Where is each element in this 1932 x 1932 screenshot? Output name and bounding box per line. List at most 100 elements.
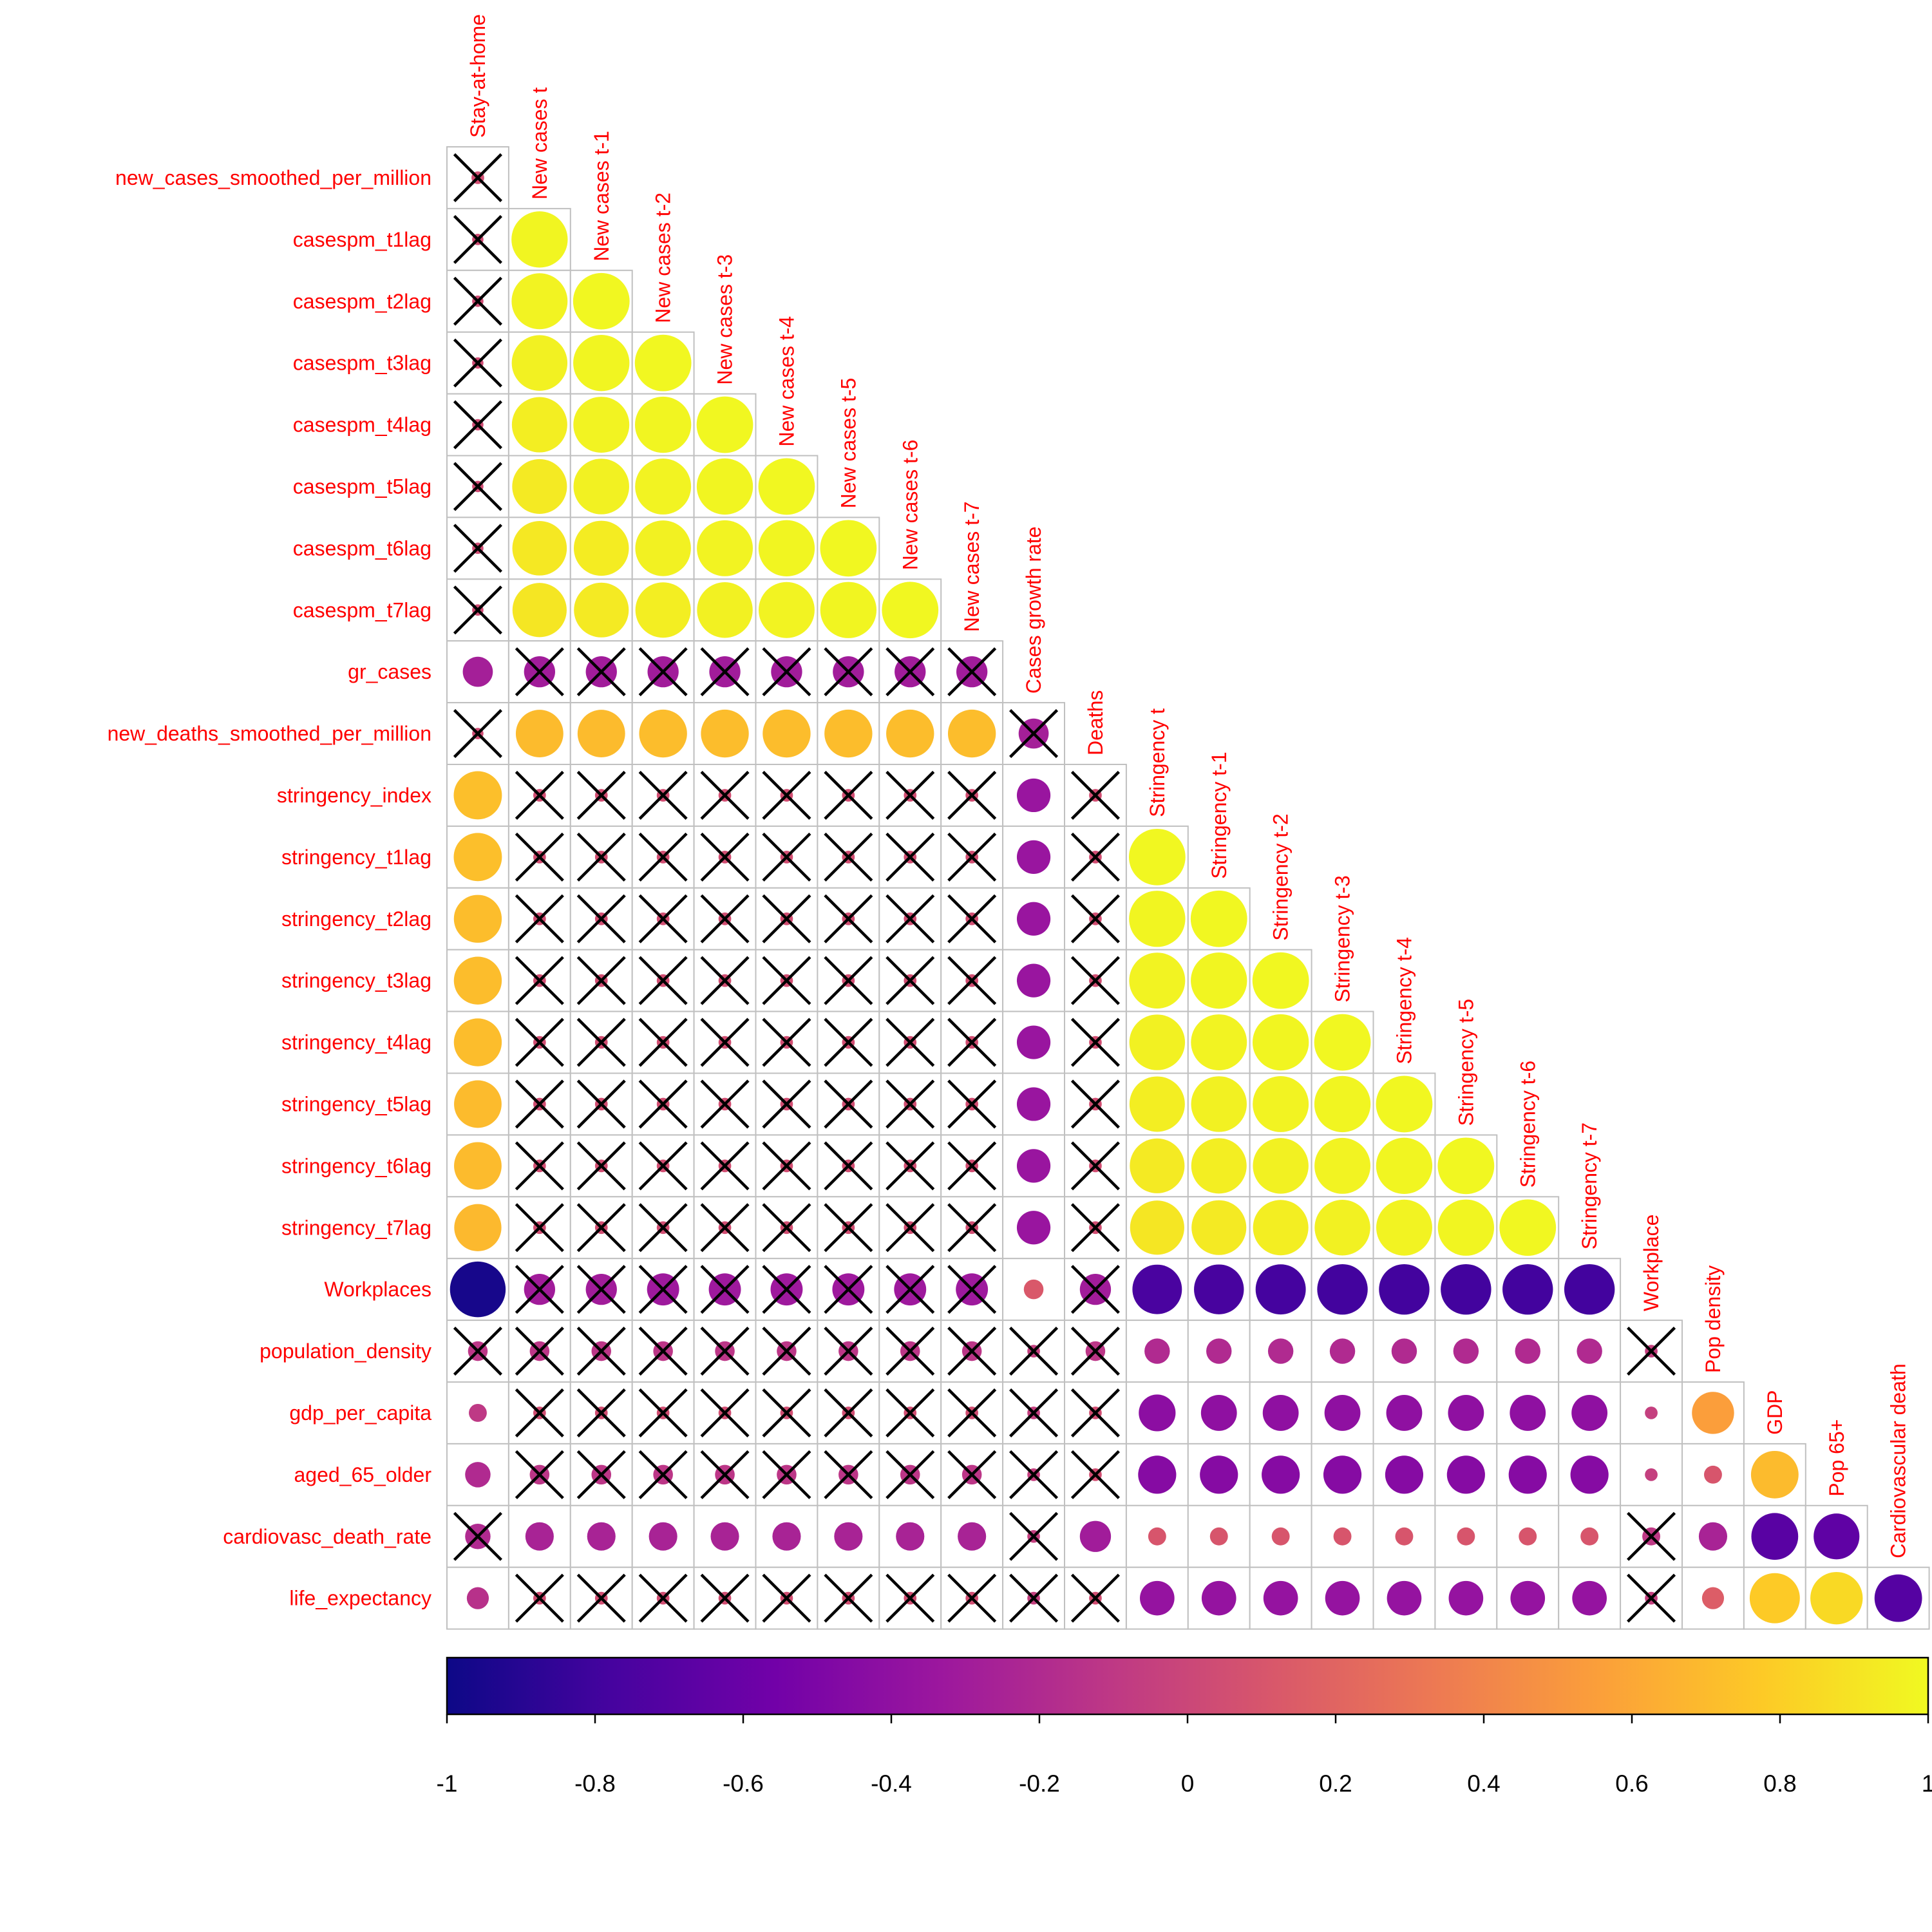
cross-stroke <box>515 832 564 882</box>
insignificant-cross-icon <box>453 338 502 388</box>
matrix-cell <box>817 949 880 1012</box>
matrix-cell <box>631 764 695 827</box>
correlation-circle <box>1645 1468 1658 1481</box>
matrix-cell <box>507 1381 571 1444</box>
matrix-cell <box>755 1196 819 1260</box>
cross-stroke <box>576 1265 626 1314</box>
insignificant-cross-icon <box>1070 1203 1120 1253</box>
cross-stroke <box>515 1141 564 1191</box>
matrix-cell <box>1249 1196 1312 1260</box>
matrix-cell <box>507 393 571 457</box>
correlation-circle <box>697 520 753 576</box>
insignificant-cross-icon <box>1070 1018 1120 1067</box>
insignificant-cross-icon <box>824 1265 873 1314</box>
cross-stroke <box>824 647 873 697</box>
correlation-circle <box>587 1522 616 1551</box>
column-label: Stringency t-7 <box>1578 1122 1601 1249</box>
matrix-cell <box>569 1134 633 1198</box>
correlation-circle <box>573 272 630 330</box>
correlation-circle <box>696 458 753 515</box>
matrix-cell <box>940 887 1004 951</box>
insignificant-cross-icon <box>947 956 997 1005</box>
matrix-cell <box>446 207 509 271</box>
insignificant-cross-icon <box>576 1018 626 1067</box>
matrix-cell <box>1064 1196 1127 1260</box>
matrix-cell <box>878 1443 942 1506</box>
correlation-circle <box>697 582 753 638</box>
matrix-cell <box>446 1381 509 1444</box>
matrix-cell <box>1804 1566 1868 1630</box>
cross-stroke <box>453 709 502 759</box>
insignificant-cross-icon <box>638 1573 688 1623</box>
cross-stroke <box>453 462 502 511</box>
insignificant-cross-icon <box>576 1079 626 1129</box>
cross-stroke <box>700 770 750 820</box>
matrix-cell <box>878 578 942 642</box>
matrix-cell <box>693 516 757 580</box>
matrix-cell <box>569 764 633 827</box>
correlation-circle <box>1810 1571 1863 1625</box>
matrix-cell <box>1002 825 1065 889</box>
correlation-circle <box>1140 1580 1175 1616</box>
row-label: stringency_t7lag <box>281 1216 431 1239</box>
matrix-cell <box>1620 1320 1683 1383</box>
matrix-cell <box>1064 887 1127 951</box>
cross-stroke <box>762 1141 811 1191</box>
cross-stroke <box>515 1079 564 1129</box>
matrix-cell <box>507 516 571 580</box>
matrix-cell <box>940 1010 1004 1074</box>
correlation-circle <box>1139 1394 1176 1432</box>
cross-stroke <box>947 647 997 697</box>
cross-stroke <box>1627 1327 1676 1376</box>
matrix-cell <box>569 269 633 333</box>
cross-stroke <box>700 1450 750 1499</box>
matrix-cell <box>1372 1504 1436 1568</box>
column-label: Stringency t <box>1146 708 1169 817</box>
column-label: Stringency t-3 <box>1331 875 1354 1002</box>
matrix-cell <box>693 949 757 1012</box>
matrix-cell <box>817 1504 880 1568</box>
colorbar-tick-label: -0.8 <box>574 1770 616 1797</box>
cross-stroke <box>762 770 811 820</box>
matrix-cell <box>1434 1381 1498 1444</box>
correlation-circle <box>1253 1200 1309 1256</box>
matrix-cell <box>446 1134 509 1198</box>
correlation-circle <box>696 396 753 453</box>
insignificant-cross-icon <box>453 462 502 511</box>
insignificant-cross-icon <box>947 1450 997 1499</box>
matrix-cell <box>817 640 880 704</box>
matrix-cell <box>693 1320 757 1383</box>
cross-stroke <box>1009 1327 1059 1376</box>
column-label: New cases t <box>528 88 551 200</box>
insignificant-cross-icon <box>1070 1079 1120 1129</box>
correlation-circle <box>453 833 502 882</box>
insignificant-cross-icon <box>886 1265 935 1314</box>
matrix-cell <box>446 764 509 827</box>
matrix-cell <box>755 640 819 704</box>
colorbar-tick-label: 0.4 <box>1467 1770 1500 1797</box>
cross-stroke <box>700 1018 750 1067</box>
insignificant-cross-icon <box>515 956 564 1005</box>
insignificant-cross-icon <box>515 1450 564 1499</box>
insignificant-cross-icon <box>762 1450 811 1499</box>
matrix-cell <box>817 1010 880 1074</box>
cross-stroke <box>824 956 873 1005</box>
cross-stroke <box>700 647 750 697</box>
matrix-cell <box>569 455 633 518</box>
matrix-cell <box>1002 1196 1065 1260</box>
correlation-circle <box>1271 1527 1290 1546</box>
matrix-cell <box>755 1134 819 1198</box>
insignificant-cross-icon <box>762 1141 811 1191</box>
cross-stroke <box>453 1511 502 1561</box>
cross-stroke <box>638 1450 688 1499</box>
column-label: Stringency t-4 <box>1392 937 1416 1064</box>
cross-stroke <box>1009 1511 1059 1561</box>
matrix-cell <box>1125 1258 1189 1321</box>
correlation-circle <box>1130 1138 1185 1193</box>
matrix-cell <box>817 1443 880 1506</box>
matrix-cell <box>693 1134 757 1198</box>
matrix-cell <box>1002 1381 1065 1444</box>
cross-stroke <box>576 1388 626 1437</box>
matrix-cell <box>507 764 571 827</box>
cross-stroke <box>700 894 750 943</box>
